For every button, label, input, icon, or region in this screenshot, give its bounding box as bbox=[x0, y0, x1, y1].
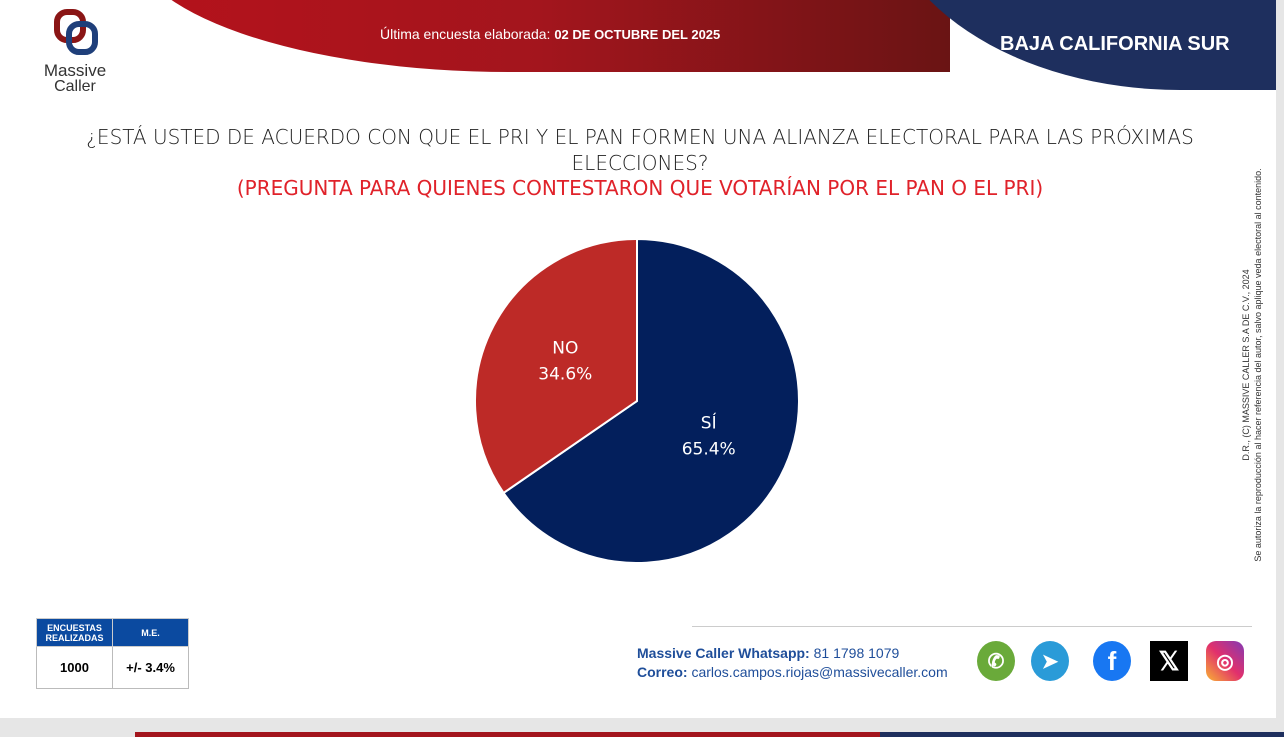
margin-error-value: +/- 3.4% bbox=[112, 646, 189, 689]
footer-blue-stripe bbox=[880, 732, 1284, 737]
facebook-icon[interactable]: f bbox=[1093, 641, 1131, 681]
massive-caller-logo: Massive Caller bbox=[34, 8, 116, 104]
footer-red-stripe bbox=[135, 732, 880, 737]
question-subtitle: (PREGUNTA PARA QUIENES CONTESTARON QUE V… bbox=[236, 176, 1044, 200]
whatsapp-icon[interactable]: ✆ bbox=[977, 641, 1015, 681]
pie-slice-1 bbox=[502, 237, 800, 564]
logo-text-2: Caller bbox=[54, 78, 96, 95]
telegram-icon[interactable]: ➤ bbox=[1031, 641, 1069, 681]
page: Última encuesta elaborada: 02 DE OCTUBRE… bbox=[0, 0, 1276, 718]
logo-icon bbox=[54, 9, 98, 55]
copyright-line-1: D.R., (C) MASSIVE CALLER S.A DE C.V., 20… bbox=[1241, 269, 1251, 461]
surveys-value: 1000 bbox=[36, 646, 113, 689]
email-address[interactable]: carlos.campos.riojas@massivecaller.com bbox=[691, 664, 948, 680]
state-name: BAJA CALIFORNIA SUR bbox=[1000, 33, 1230, 55]
instagram-icon[interactable]: ◎ bbox=[1206, 641, 1244, 681]
copyright-notice: D.R., (C) MASSIVE CALLER S.A DE C.V., 20… bbox=[1240, 140, 1264, 590]
whatsapp-number[interactable]: 81 1798 1079 bbox=[813, 645, 900, 661]
pie-label-category: SÍ bbox=[701, 412, 717, 434]
pie-label-value: 34.6% bbox=[538, 364, 592, 384]
last-survey-date: Última encuesta elaborada: 02 DE OCTUBRE… bbox=[380, 26, 720, 42]
question-title: ¿ESTÁ USTED DE ACUERDO CON QUE EL PRI Y … bbox=[86, 125, 1194, 175]
pie-label-value: 65.4% bbox=[682, 440, 736, 460]
x-icon[interactable]: 𝕏 bbox=[1150, 641, 1188, 681]
copyright-line-2: Se autoriza la reproducción al hacer ref… bbox=[1253, 168, 1263, 562]
divider bbox=[692, 626, 1252, 627]
pie-slice-2 bbox=[474, 237, 638, 495]
whatsapp-label: Massive Caller Whatsapp: bbox=[637, 645, 810, 661]
surveys-header: ENCUESTAS REALIZADAS bbox=[36, 618, 113, 647]
pie-label-category: NO bbox=[552, 338, 578, 358]
updated-date: 02 DE OCTUBRE DEL 2025 bbox=[554, 27, 721, 42]
logo-text-1: Massive bbox=[43, 61, 107, 80]
contact-info: Massive Caller Whatsapp: 81 1798 1079 Co… bbox=[637, 644, 948, 682]
survey-stats-table: ENCUESTAS REALIZADAS M.E. 1000 +/- 3.4% bbox=[36, 618, 189, 689]
updated-label: Última encuesta elaborada: bbox=[380, 26, 551, 42]
pie-chart: SÍ 65.4% NO 34.6% bbox=[474, 237, 800, 564]
margin-error-header: M.E. bbox=[112, 618, 189, 647]
email-label: Correo: bbox=[637, 664, 688, 680]
